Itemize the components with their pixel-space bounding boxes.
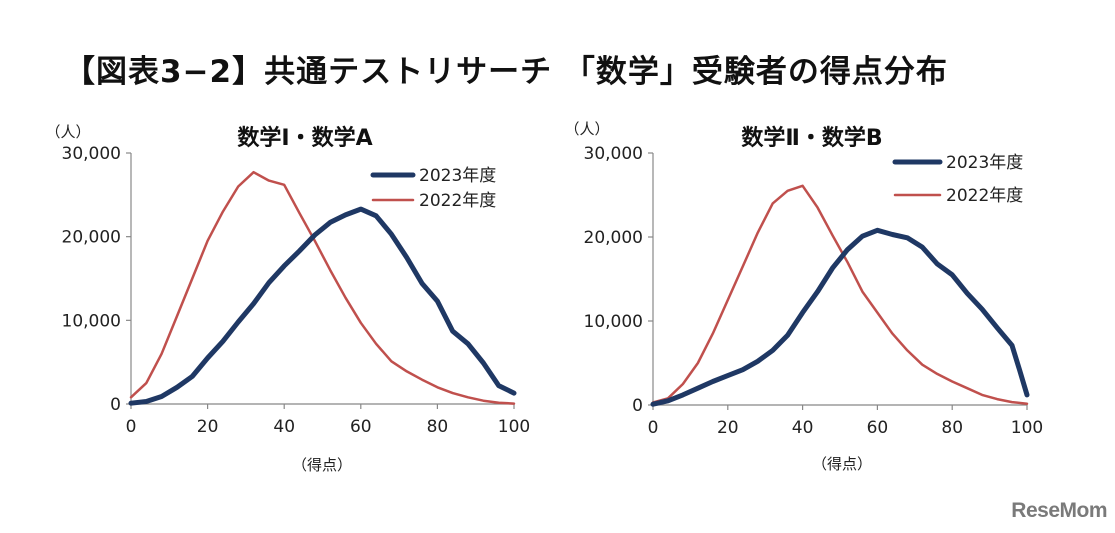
y-tick-label: 10,000 — [62, 311, 121, 331]
legend-label: 2022年度 — [946, 186, 1023, 206]
legend-label: 2022年度 — [419, 191, 496, 211]
legend-label: 2023年度 — [419, 166, 496, 186]
y-tick-label: 20,000 — [584, 228, 643, 248]
x-tick-label: 20 — [717, 418, 739, 438]
y-tick-label: 30,000 — [62, 144, 121, 164]
y-tick-label: 10,000 — [584, 312, 643, 332]
x-tick-label: 0 — [126, 417, 137, 437]
x-tick-label: 100 — [498, 417, 530, 437]
x-tick-label: 0 — [648, 418, 659, 438]
page-title: 【図表3−2】共通テストリサーチ 「数学」受験者の得点分布 — [64, 54, 948, 90]
x-axis-label: （得点） — [812, 455, 872, 473]
y-tick-label: 0 — [110, 395, 121, 415]
x-tick-label: 40 — [273, 417, 295, 437]
x-tick-label: 40 — [792, 418, 814, 438]
x-tick-label: 100 — [1011, 418, 1043, 438]
brand-logo-text: ReseMom — [1011, 499, 1107, 522]
y-tick-label: 0 — [632, 396, 643, 416]
y-axis-label: （人） — [564, 120, 609, 138]
x-tick-label: 80 — [427, 417, 449, 437]
legend-label: 2023年度 — [946, 153, 1023, 173]
y-tick-label: 30,000 — [584, 144, 643, 164]
chart-title: 数学Ⅱ・数学B — [741, 125, 882, 151]
x-axis-label: （得点） — [292, 456, 352, 474]
y-tick-label: 20,000 — [62, 228, 121, 248]
x-tick-label: 20 — [197, 417, 219, 437]
chart-math-2b: 数学Ⅱ・数学B （人） （得点） 0 10,000 20,000 30,000 0 20 40 60… — [564, 120, 1043, 473]
x-tick-label: 60 — [350, 417, 372, 437]
chart-math-1a: 数学Ⅰ・数学A （人） （得点） 0 10,000 20,000 30,000 0 20 40 60… — [45, 123, 530, 474]
series-line-2023年度 — [128, 206, 517, 406]
x-tick-label: 60 — [867, 418, 889, 438]
x-tick-label: 80 — [941, 418, 963, 438]
series-line-2022年度 — [651, 184, 1029, 405]
chart-title: 数学Ⅰ・数学A — [237, 125, 372, 151]
series-line-2023年度 — [650, 227, 1030, 407]
y-axis-label: （人） — [45, 123, 90, 141]
series-line-2022年度 — [129, 170, 516, 405]
